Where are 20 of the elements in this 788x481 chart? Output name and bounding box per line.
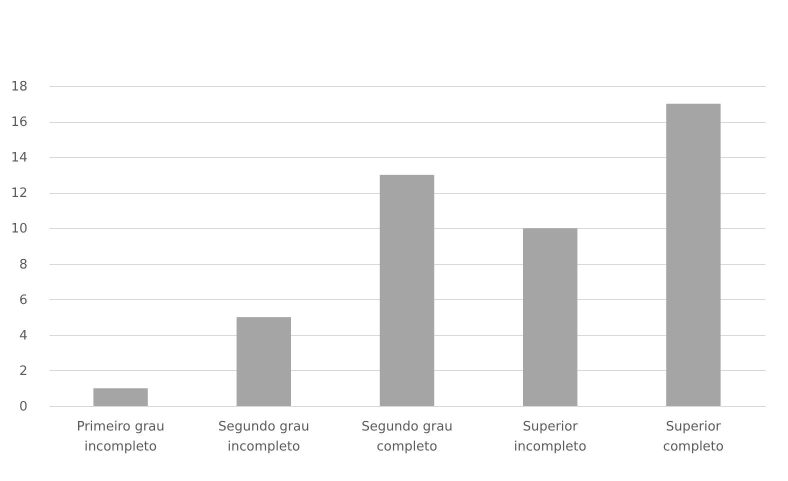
x-tick-label: Primeiro grau incompleto (76, 420, 164, 454)
bar (380, 174, 434, 406)
y-tick-label: 2 (19, 364, 28, 379)
x-tick-label: Segundo grau incompleto (218, 420, 310, 454)
y-tick-label: 18 (10, 80, 28, 94)
y-tick-label: 10 (10, 222, 28, 237)
y-tick-label: 16 (10, 115, 28, 130)
x-tick-label: Superior incompleto (514, 420, 587, 454)
x-tick-label: Segundo grau completo (361, 420, 453, 454)
bar (93, 388, 148, 406)
y-tick-label: 14 (10, 150, 28, 166)
y-tick-label: 4 (19, 328, 28, 344)
bar (522, 228, 578, 406)
y-tick-label: 8 (19, 257, 28, 272)
y-tick-label: 0 (19, 400, 28, 414)
x-tick-label: Superior completo (663, 420, 724, 454)
bar (666, 104, 721, 406)
y-tick-label: 6 (19, 292, 28, 308)
y-tick-label: 12 (10, 186, 28, 202)
bar (236, 317, 292, 406)
